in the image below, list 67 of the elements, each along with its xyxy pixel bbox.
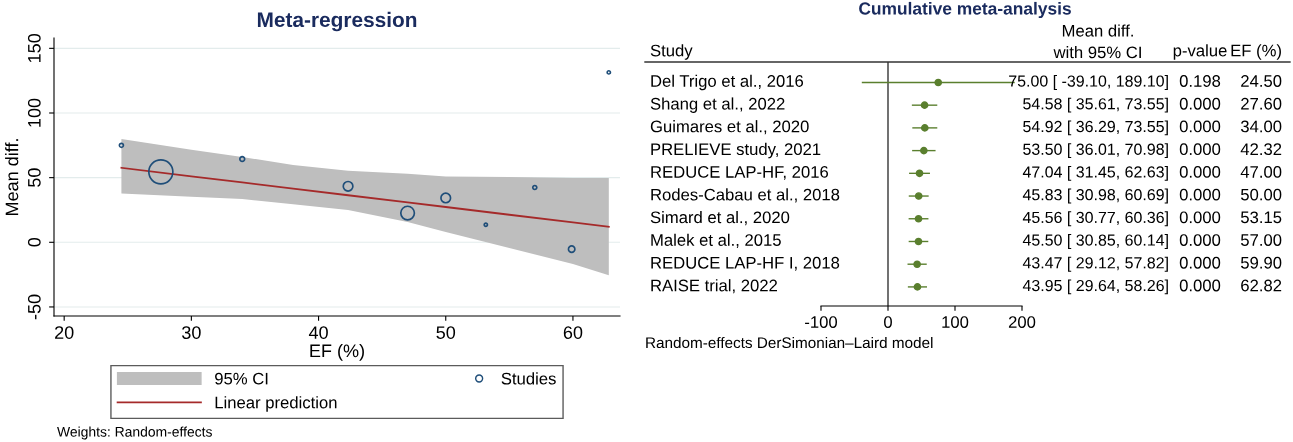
y-tick-label: Malek et al., 2015 (651, 233, 781, 248)
data-label: 43.95 [ 29.64, 58.26] (1022, 279, 1168, 295)
y-tick-label: Shang et al., 2022 (650, 97, 785, 113)
y-tick-label: 150 (27, 33, 41, 63)
text: Study (650, 44, 693, 60)
x-tick-label: 30 (182, 326, 201, 339)
text: 34.00 (1240, 120, 1282, 133)
data-label: 43.47 [ 29.12, 57.82] (1022, 256, 1168, 272)
text: 0.000 (1179, 279, 1221, 292)
text: 50.00 (1240, 188, 1282, 201)
text: 62.82 (1241, 279, 1282, 292)
text: 42.32 (1240, 143, 1282, 156)
text: 0.000 (1179, 165, 1221, 178)
text: Random-effects DerSimonian–Laird model (646, 336, 933, 349)
text: 0.198 (1179, 75, 1221, 87)
x-axis-title: EF (%) (310, 343, 364, 361)
y-tick-label: REDUCE LAP-HF I, 2018 (651, 256, 840, 271)
text: 59.90 (1240, 256, 1282, 269)
text: 95% CI (215, 372, 268, 385)
text: Mean diff. with 95% CI (1053, 24, 1141, 59)
y-tick-label: Rodes-Cabau et al., 2018 (651, 188, 840, 203)
x-tick-label: 100 (942, 316, 969, 328)
y-tick-label: REDUCE LAP-HF, 2016 (651, 165, 829, 180)
data-label: 54.92 [ 36.29, 73.55] (1023, 120, 1168, 136)
text: 27.60 (1241, 97, 1282, 110)
y-tick-label: Simard et al., 2020 (650, 210, 790, 226)
y-tick-label: 0 (27, 237, 41, 247)
text: 0.000 (1179, 256, 1221, 269)
x-tick-label: 50 (436, 326, 456, 339)
data-label: 45.50 [ 30.85, 60.14] (1022, 234, 1168, 249)
data-label: 45.83 [ 30.98, 60.69] (1022, 188, 1168, 204)
x-tick-label: 200 (1008, 316, 1036, 328)
y-tick-label: PRELIEVE study, 2021 (651, 142, 821, 159)
data-label: 45.56 [ 30.77, 60.36] (1022, 211, 1168, 227)
legend-label: Linear prediction (215, 396, 337, 412)
legend-label: Studies (501, 372, 556, 385)
x-tick-label: 40 (308, 326, 328, 339)
x-tick-label: 20 (55, 326, 74, 339)
text: 0.000 (1179, 211, 1221, 224)
x-tick-label: 0 (884, 316, 892, 328)
data-label: 47.04 [ 31.45, 62.63] (1022, 165, 1168, 181)
text: 53.15 (1240, 211, 1282, 224)
chart-title: Meta-regression (257, 11, 417, 32)
data-label: 75.00 [ -39.10, 189.10] (1009, 75, 1168, 90)
text: Weights: Random-effects (57, 426, 212, 440)
x-tick-label: -100 (805, 316, 838, 328)
y-axis-title: Mean diff. (5, 139, 19, 215)
text: 57.00 (1240, 234, 1282, 246)
y-tick-label: -50 (27, 294, 41, 320)
text: p-value (1173, 44, 1227, 60)
data-label: 53.50 [ 36.01, 70.98] (1023, 143, 1168, 159)
text: 0.000 (1179, 97, 1221, 110)
y-tick-label: RAISE trial, 2022 (651, 279, 777, 294)
chart-title: Cumulative meta-analysis (859, 1, 1071, 19)
data-label: 54.58 [ 35.61, 73.55] (1023, 97, 1168, 113)
text: 0.000 (1179, 234, 1221, 246)
y-tick-label: Del Trigo et al., 2016 (651, 74, 804, 91)
text: EF (%) (1231, 44, 1281, 60)
x-tick-label: 60 (563, 326, 583, 339)
y-tick-label: 100 (27, 98, 41, 127)
y-tick-label: Guimares et al., 2020 (650, 120, 809, 135)
text: 0.000 (1179, 120, 1221, 133)
text: 0.000 (1179, 143, 1221, 156)
text: 47.00 (1240, 165, 1282, 178)
text: 0.000 (1179, 188, 1221, 201)
y-tick-label: 50 (27, 168, 41, 187)
text: 24.50 (1241, 75, 1282, 87)
